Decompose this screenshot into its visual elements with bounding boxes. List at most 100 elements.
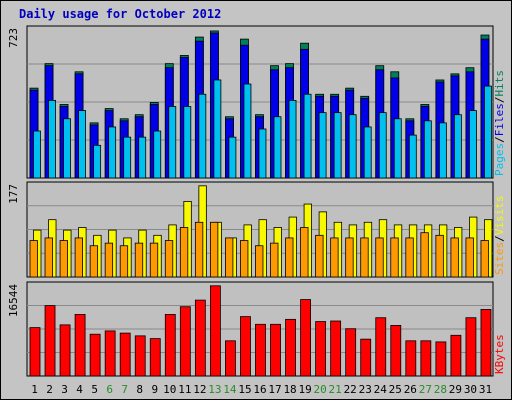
- bar-pages: [484, 85, 492, 179]
- legend-entry: /: [493, 136, 506, 143]
- x-tick-label: 23: [359, 383, 372, 396]
- bar-kbytes: [149, 338, 161, 377]
- bar-pages: [303, 93, 312, 179]
- legend-entry: Pages: [493, 143, 506, 176]
- bar-kbytes: [255, 323, 266, 377]
- y-max-label: 177: [7, 184, 20, 204]
- bar-kbytes: [435, 341, 447, 377]
- bar-kbytes: [29, 327, 41, 377]
- bar-kbytes: [134, 335, 146, 377]
- bar-sites: [149, 242, 159, 278]
- bar-sites: [285, 237, 294, 278]
- bar-sites: [104, 242, 114, 278]
- bar-kbytes: [300, 299, 311, 377]
- bar-pages: [153, 130, 162, 179]
- x-tick-label: 24: [374, 383, 388, 396]
- bar-pages: [273, 116, 282, 179]
- x-tick-label: 5: [91, 383, 98, 396]
- chart-title: Daily usage for October 2012: [19, 7, 222, 21]
- bar-pages: [78, 110, 86, 179]
- bar-kbytes: [465, 317, 477, 377]
- bar-pages: [469, 110, 477, 179]
- bar-pages: [243, 83, 252, 179]
- bar-pages: [213, 79, 222, 179]
- bar-kbytes: [270, 323, 281, 377]
- bar-sites: [194, 221, 204, 278]
- x-tick-label: 16: [253, 383, 266, 396]
- bar-sites: [435, 234, 444, 278]
- bar-kbytes: [345, 328, 357, 377]
- x-tick-label: 6: [106, 383, 113, 396]
- bar-kbytes: [420, 340, 432, 377]
- x-tick-label: 25: [389, 383, 402, 396]
- bar-sites: [480, 240, 489, 278]
- bar-pages: [228, 136, 237, 179]
- bar-pages: [438, 122, 447, 179]
- bar-pages: [318, 112, 327, 179]
- x-tick-label: 22: [344, 383, 357, 396]
- x-tick-label: 9: [151, 383, 158, 396]
- bar-kbytes: [209, 285, 221, 377]
- bar-sites: [360, 237, 369, 278]
- bar-sites: [134, 242, 144, 278]
- legend-entry: /: [493, 235, 506, 242]
- x-tick-label: 17: [268, 383, 281, 396]
- bar-pages: [93, 144, 102, 179]
- x-tick-label: 29: [449, 383, 462, 396]
- bar-sites: [375, 237, 384, 278]
- x-tick-label: 12: [193, 383, 206, 396]
- bar-sites: [315, 234, 324, 278]
- x-tick-label: 7: [121, 383, 128, 396]
- x-tick-label: 18: [283, 383, 296, 396]
- bar-pages: [198, 93, 207, 179]
- legend-3: KBytes: [493, 334, 506, 374]
- legend-entry: /: [493, 97, 506, 104]
- bar-pages: [138, 136, 147, 179]
- bar-pages: [393, 118, 402, 179]
- bar-pages: [63, 118, 71, 179]
- bar-sites: [89, 245, 99, 278]
- legend-entry: Hits: [493, 70, 506, 97]
- bar-kbytes: [59, 324, 71, 377]
- x-tick-label: 1: [31, 383, 38, 396]
- bar-sites: [179, 227, 189, 278]
- bar-pages: [363, 126, 372, 179]
- bar-sites: [390, 237, 399, 278]
- bar-kbytes: [44, 305, 56, 377]
- bar-kbytes: [240, 316, 251, 377]
- bar-kbytes: [179, 306, 191, 377]
- legend-2: Sites/Visits: [493, 196, 506, 276]
- bar-pages: [108, 126, 117, 179]
- bar-kbytes: [390, 325, 402, 377]
- bar-pages: [123, 136, 132, 179]
- bar-sites: [44, 237, 53, 278]
- legend-entry: Files: [493, 103, 506, 136]
- bar-kbytes: [104, 330, 116, 377]
- bar-sites: [240, 240, 249, 278]
- legend-entry: KBytes: [493, 334, 506, 374]
- x-tick-label: 28: [434, 383, 447, 396]
- bar-sites: [74, 237, 83, 278]
- bar-sites: [330, 237, 339, 278]
- x-tick-label: 14: [223, 383, 237, 396]
- bar-kbytes: [119, 332, 131, 377]
- y-max-label: 723: [7, 28, 20, 48]
- legend-entry: Sites: [493, 242, 506, 275]
- bar-sites: [465, 237, 474, 278]
- bar-sites: [420, 232, 429, 278]
- bar-sites: [300, 227, 309, 278]
- bar-pages: [288, 99, 297, 179]
- bar-kbytes: [74, 314, 86, 377]
- bar-sites: [29, 240, 38, 278]
- bar-kbytes: [480, 309, 492, 377]
- bar-kbytes: [330, 320, 342, 377]
- legend-1: Pages/Files/Hits: [493, 70, 506, 176]
- bar-sites: [119, 245, 129, 278]
- bar-kbytes: [450, 334, 462, 377]
- bar-pages: [333, 112, 342, 179]
- x-tick-label: 20: [314, 383, 327, 396]
- x-tick-label: 2: [46, 383, 53, 396]
- x-tick-label: 10: [163, 383, 176, 396]
- x-tick-label: 8: [136, 383, 143, 396]
